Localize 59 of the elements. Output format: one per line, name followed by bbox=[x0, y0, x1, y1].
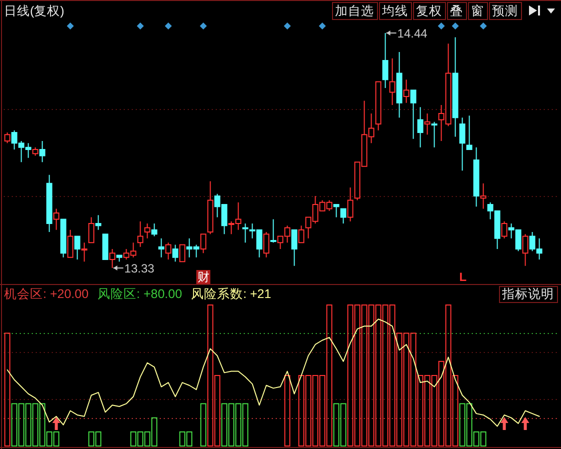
candlestick bbox=[480, 182, 486, 210]
annotation: 13.33 bbox=[124, 262, 155, 276]
candlestick bbox=[473, 146, 480, 208]
candlestick bbox=[200, 234, 206, 254]
candlestick bbox=[46, 174, 52, 233]
text: 叠 bbox=[450, 4, 463, 18]
bar bbox=[284, 375, 290, 446]
bar bbox=[4, 332, 10, 446]
text: 窗 bbox=[471, 3, 484, 18]
text: 风险系数: +21 bbox=[191, 287, 272, 301]
candlestick bbox=[60, 218, 66, 258]
candlestick bbox=[158, 238, 164, 258]
candlestick bbox=[291, 229, 298, 266]
candlestick bbox=[88, 216, 94, 244]
candlestick bbox=[67, 229, 74, 258]
candlestick bbox=[95, 214, 102, 230]
candlestick bbox=[340, 208, 346, 224]
candlestick bbox=[165, 242, 172, 260]
candlestick bbox=[466, 115, 472, 150]
candlestick bbox=[53, 208, 60, 230]
candlestick bbox=[347, 187, 354, 222]
chart-title: 日线(复权) bbox=[4, 4, 64, 18]
text: 均线 bbox=[381, 4, 408, 18]
candlestick bbox=[333, 204, 340, 218]
candlestick bbox=[396, 52, 402, 118]
text: 财 bbox=[197, 270, 210, 284]
candlestick bbox=[81, 242, 88, 262]
candlestick bbox=[102, 234, 108, 260]
ref-line-label: 风险区: +80.00 bbox=[98, 287, 182, 301]
candlestick bbox=[417, 106, 424, 148]
candlestick bbox=[39, 140, 46, 163]
candlestick bbox=[179, 244, 186, 262]
candlestick bbox=[522, 234, 528, 266]
text: 预测 bbox=[492, 4, 518, 18]
ref-line-label: 机会区: +20.00 bbox=[4, 287, 89, 301]
candlestick bbox=[459, 117, 466, 172]
text: 复权 bbox=[416, 4, 442, 18]
text: 指标说明 bbox=[501, 287, 554, 301]
candlestick bbox=[389, 58, 396, 106]
text: L bbox=[459, 270, 467, 284]
candlestick bbox=[116, 254, 122, 262]
candlestick bbox=[207, 180, 214, 235]
candlestick bbox=[144, 223, 150, 239]
candlestick bbox=[410, 90, 416, 140]
candlestick bbox=[74, 236, 80, 260]
text: 加自选 bbox=[335, 4, 374, 18]
candlestick bbox=[4, 132, 10, 144]
candlestick bbox=[242, 223, 248, 244]
candlestick bbox=[375, 81, 382, 131]
candlestick bbox=[32, 146, 38, 156]
candlestick bbox=[501, 220, 508, 239]
candlestick bbox=[137, 220, 144, 248]
annotation: 14.44 bbox=[397, 26, 428, 40]
candlestick bbox=[403, 79, 410, 104]
candlestick bbox=[151, 223, 158, 237]
bar bbox=[200, 403, 206, 446]
candlestick bbox=[452, 36, 458, 138]
candlestick bbox=[172, 244, 178, 262]
candlestick bbox=[298, 225, 304, 244]
